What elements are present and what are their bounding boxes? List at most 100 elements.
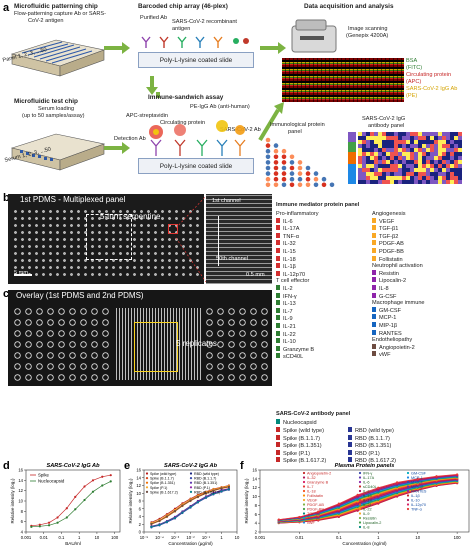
legend-pe: (PE) (406, 93, 417, 100)
legend-entry: TNF-α (411, 508, 423, 512)
chart-title: SARS-CoV-2 IgG Ab (46, 463, 100, 469)
category-swatch (372, 247, 376, 253)
heatmap-cell (394, 164, 398, 168)
heatmap-cell (378, 180, 382, 184)
heatmap-cell (370, 148, 374, 152)
category-swatch (348, 457, 352, 463)
category-swatch (276, 284, 280, 290)
mediator-col1-heading-0: Pro-inflammatory (276, 211, 319, 217)
mediator-col1-item: TNF-α (276, 232, 319, 241)
mediator-col1-heading-1: T cell effector (276, 278, 310, 285)
correlation-cell (289, 176, 295, 182)
sars-rbd-item: RBD (B.1.1.7) (348, 434, 396, 443)
category-swatch (372, 217, 376, 223)
legend-swatch (189, 481, 193, 484)
data-point (356, 493, 359, 496)
mediator-col1-item-text: IL-17A (283, 226, 300, 233)
legend-swatch (302, 471, 306, 475)
heatmap-cell (382, 144, 386, 148)
legend-entry: IL-1β (411, 494, 421, 498)
heatmap-cell (410, 176, 414, 180)
heatmap-cell (386, 156, 390, 160)
heatmap-cell (454, 160, 458, 164)
heatmap-cell (446, 148, 450, 152)
category-swatch (372, 343, 376, 349)
correlation-cell (281, 176, 287, 182)
correlation-cell (265, 182, 271, 188)
heatmap-cell (402, 156, 406, 160)
heatmap-cell (386, 152, 390, 156)
y-tick-label: 6 (139, 506, 142, 511)
mediator-col1-item-text: IL-22 (283, 331, 296, 338)
legend-swatch (406, 498, 410, 502)
heatmap-cell (358, 136, 362, 140)
heatmap-cell (402, 164, 406, 168)
heatmap-cell (434, 148, 438, 152)
x-tick-label: 1 (377, 535, 380, 540)
heatmap-cell (434, 136, 438, 140)
heatmap-cell (366, 136, 370, 140)
data-point (337, 502, 340, 505)
heatmap-cell (414, 180, 418, 184)
heatmap-cell (410, 136, 414, 140)
plot-frame (259, 469, 470, 533)
heatmap-cell (418, 180, 422, 184)
heatmap-cell (438, 172, 442, 176)
heatmap-cell (410, 156, 414, 160)
heatmap-cell (374, 148, 378, 152)
heatmap-cell (366, 140, 370, 144)
heatmap-cell (450, 168, 454, 172)
data-point (173, 509, 177, 513)
legend-entry: TGF-β1 (307, 512, 320, 516)
heatmap-cell (438, 136, 442, 140)
mediator-col1-item-text: IL-15 (283, 248, 296, 255)
chip1-sub1: Flow-patterning capture Ab or SARS- (14, 11, 107, 17)
heatmap-cell (418, 144, 422, 148)
data-point (377, 486, 380, 489)
heatmap-cell (410, 168, 414, 172)
legend-entry: MIP-1β (411, 485, 424, 489)
mediator-col1-item: IL-6 (276, 217, 319, 226)
heatmap-cell (434, 164, 438, 168)
legend-swatch (302, 489, 306, 493)
sars-rbd-item: RBD (B.1.351) (348, 442, 396, 450)
heatmap-cell (446, 172, 450, 176)
heatmap-cell (438, 148, 442, 152)
category-swatch (372, 277, 376, 283)
data-point (74, 495, 77, 498)
y-tick-label: 12 (136, 483, 141, 488)
data-point (173, 516, 177, 520)
mediator-col2-item-text: TGF-β2 (379, 233, 399, 240)
mediator-col2-item: TGF-β2 (372, 232, 425, 241)
legend-entry: Spike (B.1.617.2) (150, 490, 178, 494)
immuno-panel-label1: Immunological protein (270, 122, 325, 128)
serpentine-label: 5-turn serpentine (100, 212, 161, 221)
legend-swatch (302, 476, 306, 479)
heatmap-cell (378, 164, 382, 168)
heatmap-cell (422, 160, 426, 164)
heatmap-cell (434, 144, 438, 148)
legend-swatch (406, 489, 410, 493)
legend-swatch (302, 507, 306, 511)
heatmap-cell (362, 168, 366, 172)
mediator-col1-item-text: IL-7 (283, 308, 293, 315)
legend-fitc: (FITC) (406, 65, 422, 72)
heatmap-cell (406, 160, 410, 164)
correlation-cell (273, 171, 279, 176)
heatmap-cell (414, 132, 418, 136)
heatmap-cell (422, 176, 426, 180)
heatmap-cell (458, 160, 462, 164)
mediator-col2-heading-0: Angiogenesis (372, 211, 406, 217)
scanner-icon (291, 19, 337, 53)
heatmap-cell (414, 152, 418, 156)
mediator-col1-item: IL-22 (276, 330, 319, 339)
data-point (181, 504, 184, 507)
category-swatch (276, 345, 280, 351)
category-swatch (372, 284, 376, 290)
heatmap-cell (382, 148, 386, 152)
category-swatch (372, 232, 376, 238)
heatmap-cell (390, 160, 394, 164)
category-swatch (372, 269, 376, 275)
heatmap-cell (374, 156, 378, 160)
sars-rbd-item-text: RBD (B.1.617.2) (355, 458, 397, 465)
